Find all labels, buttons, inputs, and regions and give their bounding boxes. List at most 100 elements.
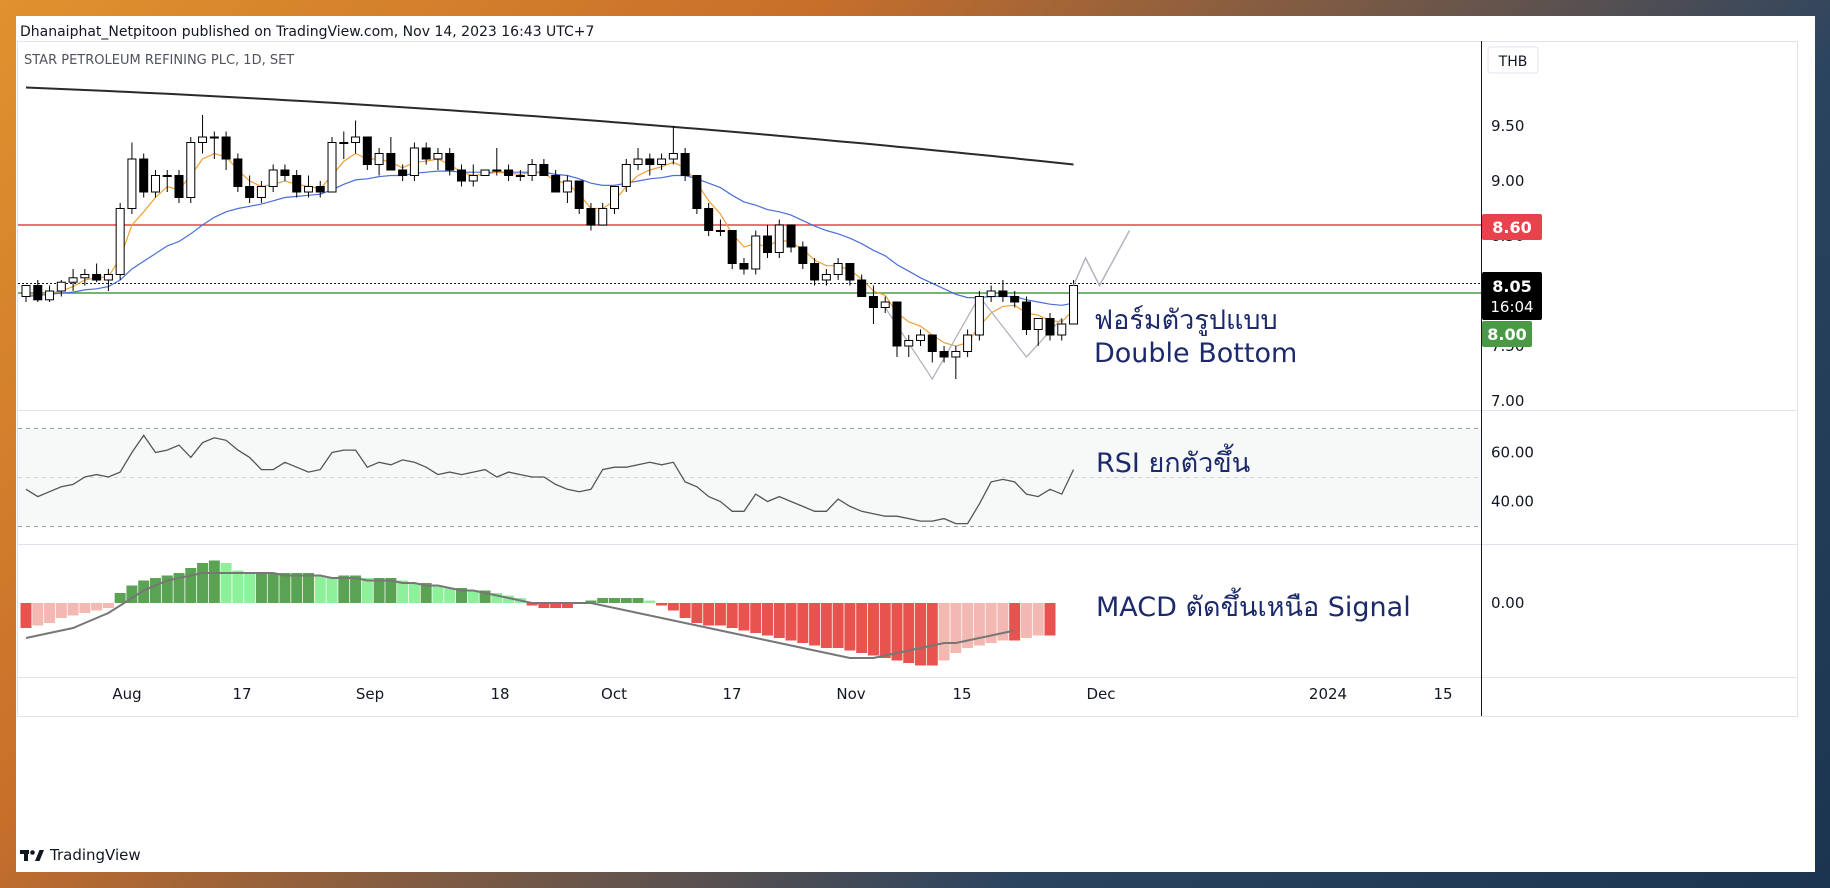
- time-tick-label: 15: [1433, 685, 1452, 703]
- macd-hist-bar: [632, 598, 644, 603]
- candle-body: [421, 147, 431, 160]
- macd-hist-bar: [773, 603, 785, 638]
- tradingview-logo[interactable]: TradingView: [20, 846, 141, 864]
- candle-body: [763, 235, 773, 253]
- candle-body: [974, 296, 984, 336]
- time-tick-label: 18: [490, 685, 509, 703]
- candle-body: [680, 153, 690, 176]
- trading-chart[interactable]: 9.509.008.507.507.0060.0040.000.00Aug17S…: [16, 16, 1815, 872]
- double-bottom-pattern: [884, 295, 1063, 381]
- candle-body: [209, 136, 219, 139]
- candle-body: [386, 153, 396, 171]
- tradingview-logo-icon: [20, 849, 44, 861]
- macd-hist-bar: [197, 563, 209, 603]
- candle-body: [103, 274, 113, 281]
- candle-body: [916, 334, 926, 341]
- candle-body: [45, 290, 55, 301]
- symbol-label: STAR PETROLEUM REFINING PLC, 1D, SET: [24, 53, 294, 68]
- macd-hist-bar: [915, 603, 927, 666]
- candle-body: [657, 158, 667, 165]
- macd-hist-bar: [420, 583, 432, 603]
- macd-hist-bar: [444, 588, 456, 603]
- candle-body: [574, 180, 584, 209]
- macd-hist-bar: [302, 573, 314, 603]
- macd-hist-bar: [491, 593, 503, 603]
- candle-body: [845, 263, 855, 281]
- macd-hist-bar: [620, 598, 632, 603]
- candle-body: [786, 224, 796, 248]
- time-tick-label: Aug: [112, 685, 141, 703]
- candle-body: [174, 175, 184, 198]
- support-badge: [1482, 321, 1532, 347]
- time-tick-label: 17: [722, 685, 741, 703]
- macd-tick-label: 0.00: [1491, 594, 1524, 612]
- macd-hist-bar: [173, 573, 185, 603]
- candle-body: [774, 224, 784, 253]
- candle-body: [150, 175, 160, 193]
- rsi-line: [25, 434, 1075, 525]
- macd-hist-bar: [479, 590, 491, 603]
- macd-hist-bar: [903, 603, 915, 663]
- macd-hist-bar: [326, 578, 338, 603]
- candle-body: [833, 263, 843, 275]
- candle-body: [868, 296, 878, 308]
- candle-body: [739, 263, 749, 270]
- macd-hist-bar: [385, 578, 397, 603]
- brand-label: TradingView: [50, 846, 141, 864]
- macd-hist-bar: [1032, 603, 1044, 636]
- macd-hist-bar: [291, 573, 303, 603]
- candle-body: [1010, 296, 1020, 303]
- candle-body: [327, 142, 337, 193]
- candle-body: [986, 290, 996, 297]
- candle-body: [751, 235, 761, 270]
- candle-body: [198, 136, 208, 143]
- macd-hist-bar: [114, 593, 126, 603]
- macd-hist-bar: [762, 603, 774, 636]
- macd-hist-bar: [67, 603, 79, 616]
- published-caption: Dhanaiphat_Netpitoon published on Tradin…: [20, 24, 595, 40]
- resistance-badge-text: 8.60: [1492, 218, 1531, 237]
- candle-body: [798, 246, 808, 264]
- macd-hist-bar: [32, 603, 44, 626]
- currency-button[interactable]: [1487, 46, 1539, 74]
- macd-hist-bar: [667, 603, 679, 611]
- macd-hist-bar: [844, 603, 856, 651]
- candle-body: [551, 175, 561, 193]
- rsi-tick-label: 40.00: [1491, 493, 1534, 511]
- candle-body: [245, 186, 255, 198]
- macd-panel[interactable]: [20, 560, 1056, 666]
- macd-hist-bar: [809, 603, 821, 646]
- macd-hist-bar: [279, 573, 291, 603]
- pattern-annotation-line1: ฟอร์มตัวรูปแบบ: [1094, 304, 1278, 336]
- macd-hist-bar: [503, 595, 515, 603]
- time-tick-label: Nov: [836, 685, 865, 703]
- macd-hist-bar: [397, 580, 409, 603]
- candle-body: [645, 158, 655, 165]
- macd-signal-line: [25, 572, 1015, 659]
- candle-body: [857, 279, 867, 297]
- price-panel[interactable]: [18, 86, 1481, 381]
- candle-body: [704, 208, 714, 231]
- candle-body: [456, 169, 466, 182]
- macd-hist-bar: [867, 603, 879, 656]
- macd-hist-bar: [561, 603, 573, 608]
- macd-hist-bar: [738, 603, 750, 631]
- candle-body: [433, 153, 443, 160]
- macd-hist-bar: [1009, 603, 1021, 641]
- candle-body: [1069, 285, 1079, 325]
- macd-hist-bar: [220, 563, 232, 603]
- candle-body: [398, 169, 408, 176]
- macd-hist-bar: [1020, 603, 1032, 638]
- candle-body: [492, 169, 502, 172]
- candle-body: [504, 169, 514, 176]
- macd-hist-bar: [656, 603, 668, 606]
- macd-hist-bar: [455, 588, 467, 603]
- candle-body: [186, 142, 196, 198]
- candle-body: [1021, 301, 1031, 330]
- macd-hist-bar: [550, 603, 562, 608]
- candle-body: [1033, 318, 1043, 330]
- rsi-panel[interactable]: [25, 434, 1075, 525]
- candle-body: [880, 301, 890, 308]
- macd-hist-bar: [679, 603, 691, 618]
- macd-hist-bar: [373, 578, 385, 603]
